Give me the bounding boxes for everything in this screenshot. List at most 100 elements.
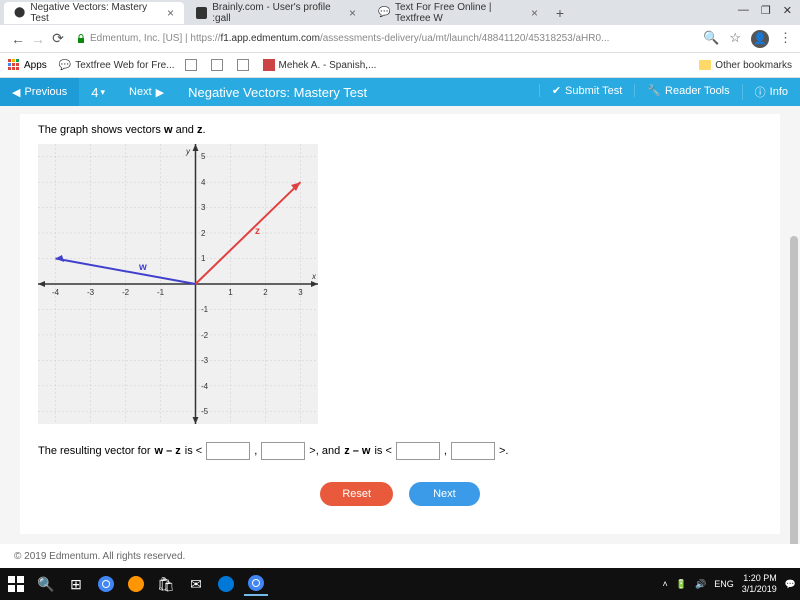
tray-chevron-icon[interactable]: ˄ — [663, 579, 668, 589]
svg-text:-3: -3 — [87, 288, 95, 297]
chevron-right-icon: ▶ — [156, 86, 164, 99]
svg-text:3: 3 — [298, 288, 303, 297]
svg-text:2: 2 — [201, 229, 206, 238]
apps-button[interactable]: Apps — [8, 59, 47, 71]
other-bookmarks-label: Other bookmarks — [715, 60, 792, 71]
submit-test-button[interactable]: ✔ Submit Test — [539, 84, 635, 97]
bookmark-item[interactable]: Mehek A. - Spanish,... — [263, 59, 377, 71]
zw-x-input[interactable] — [396, 442, 440, 460]
page-icon — [237, 59, 249, 71]
browser-tab-2[interactable]: Brainly.com - User's profile :gall × — [186, 2, 366, 24]
lang-indicator[interactable]: ENG — [714, 579, 734, 589]
apps-icon — [8, 59, 20, 71]
chrome-active-icon[interactable] — [244, 572, 268, 596]
date-text: 3/1/2019 — [742, 584, 777, 595]
svg-text:3: 3 — [201, 203, 206, 212]
notifications-icon[interactable]: 💬 — [785, 579, 796, 590]
bookmark-label: Mehek A. - Spanish,... — [279, 60, 377, 71]
star-icon[interactable]: ☆ — [729, 30, 741, 48]
question-intro: The graph shows vectors w and z. — [38, 124, 762, 136]
bookmark-item[interactable] — [211, 59, 227, 71]
zw-y-input[interactable] — [451, 442, 495, 460]
app-header: ◀ Previous 4▾ Next ▶ Negative Vectors: M… — [0, 78, 800, 106]
bookmark-item[interactable] — [237, 59, 253, 71]
copyright-text: © 2019 Edmentum. All rights reserved. — [14, 551, 185, 562]
url-path: /assessments-delivery/ua/mt/launch/48841… — [320, 33, 609, 44]
maximize-button[interactable]: ❐ — [761, 4, 771, 17]
answer-text: is < — [185, 445, 202, 457]
close-button[interactable]: ✕ — [783, 4, 792, 17]
info-label: Info — [770, 86, 788, 98]
page-icon — [185, 59, 197, 71]
browser-tab-1[interactable]: ⬤ Negative Vectors: Mastery Test × — [4, 2, 184, 24]
intro-text: and — [173, 124, 197, 136]
bookmark-item[interactable] — [185, 59, 201, 71]
profile-icon[interactable]: 👤 — [751, 30, 769, 48]
chevron-down-icon: ▾ — [101, 87, 106, 98]
tab-favicon: 💬 — [378, 7, 390, 19]
browser-tab-3[interactable]: 💬 Text For Free Online | Textfree W × — [368, 2, 548, 24]
tab-title: Text For Free Online | Textfree W — [395, 2, 525, 24]
next-question-button[interactable]: Next — [409, 482, 480, 506]
time-text: 1:20 PM — [742, 573, 777, 584]
scrollbar-thumb[interactable] — [790, 236, 798, 544]
tab-favicon: ⬤ — [14, 7, 25, 19]
search-icon[interactable]: 🔍 — [34, 572, 58, 596]
answer-text: , — [254, 445, 257, 457]
svg-text:-2: -2 — [122, 288, 130, 297]
back-button[interactable]: ← — [8, 31, 28, 47]
tools-label: Reader Tools — [665, 85, 730, 97]
answer-row: The resulting vector for w – z is < , >,… — [38, 442, 762, 460]
question-count[interactable]: 4▾ — [79, 78, 117, 106]
svg-text:y: y — [185, 147, 191, 156]
reset-button[interactable]: Reset — [320, 482, 393, 506]
wz-y-input[interactable] — [261, 442, 305, 460]
reader-tools-button[interactable]: 🔧 Reader Tools — [634, 84, 741, 97]
svg-text:1: 1 — [201, 254, 206, 263]
menu-icon[interactable]: ⋮ — [779, 30, 792, 48]
other-bookmarks[interactable]: Other bookmarks — [699, 60, 792, 71]
tab-favicon — [196, 7, 207, 19]
taskbar: 🔍 ⊞ 🛍 ✉ ˄ 🔋 🔊 ENG 1:20 PM 3/1/2019 💬 — [0, 568, 800, 600]
forward-button[interactable]: → — [28, 31, 48, 47]
wz-x-input[interactable] — [206, 442, 250, 460]
window-controls: — ❐ ✕ — [738, 4, 792, 17]
svg-text:x: x — [311, 272, 317, 281]
answer-text: is < — [374, 445, 391, 457]
close-icon[interactable]: × — [349, 6, 356, 20]
page-footer: © 2019 Edmentum. All rights reserved. — [0, 544, 800, 568]
svg-text:-4: -4 — [201, 382, 209, 391]
clock[interactable]: 1:20 PM 3/1/2019 — [742, 573, 777, 595]
new-tab-button[interactable]: + — [550, 5, 570, 21]
next-button[interactable]: Next ▶ — [117, 78, 176, 106]
content-area: The graph shows vectors w and z. -4 -3 -2 -… — [0, 106, 800, 544]
vector-graph: -4-3-2-1 123 12345 -1-2-3-4-5 xy w z — [38, 144, 318, 424]
answer-text: >. — [499, 445, 508, 457]
task-view-icon[interactable]: ⊞ — [64, 572, 88, 596]
minimize-button[interactable]: — — [738, 4, 749, 17]
page-icon — [263, 59, 275, 71]
url-field[interactable]: Edmentum, Inc. [US] | https:// f1.app.ed… — [76, 33, 695, 44]
firefox-icon[interactable] — [124, 572, 148, 596]
store-icon[interactable]: 🛍 — [154, 572, 178, 596]
svg-text:w: w — [138, 262, 147, 273]
folder-icon — [699, 60, 711, 70]
edge-icon[interactable] — [214, 572, 238, 596]
bookmark-item[interactable]: 💬 Textfree Web for Fre... — [59, 60, 175, 71]
start-button[interactable] — [4, 572, 28, 596]
close-icon[interactable]: × — [167, 6, 174, 20]
answer-text: , — [444, 445, 447, 457]
previous-label: Previous — [24, 86, 67, 98]
info-button[interactable]: ⓘ Info — [742, 84, 800, 100]
zoom-icon[interactable]: 🔍 — [703, 30, 719, 48]
reload-button[interactable]: ⟳ — [48, 30, 68, 47]
volume-icon[interactable]: 🔊 — [695, 579, 706, 590]
battery-icon[interactable]: 🔋 — [676, 579, 687, 590]
close-icon[interactable]: × — [531, 6, 538, 20]
chrome-icon[interactable] — [94, 572, 118, 596]
svg-text:-4: -4 — [52, 288, 60, 297]
tab-title: Negative Vectors: Mastery Test — [30, 2, 161, 24]
answer-text: The resulting vector for — [38, 445, 151, 457]
previous-button[interactable]: ◀ Previous — [0, 78, 79, 106]
mail-icon[interactable]: ✉ — [184, 572, 208, 596]
